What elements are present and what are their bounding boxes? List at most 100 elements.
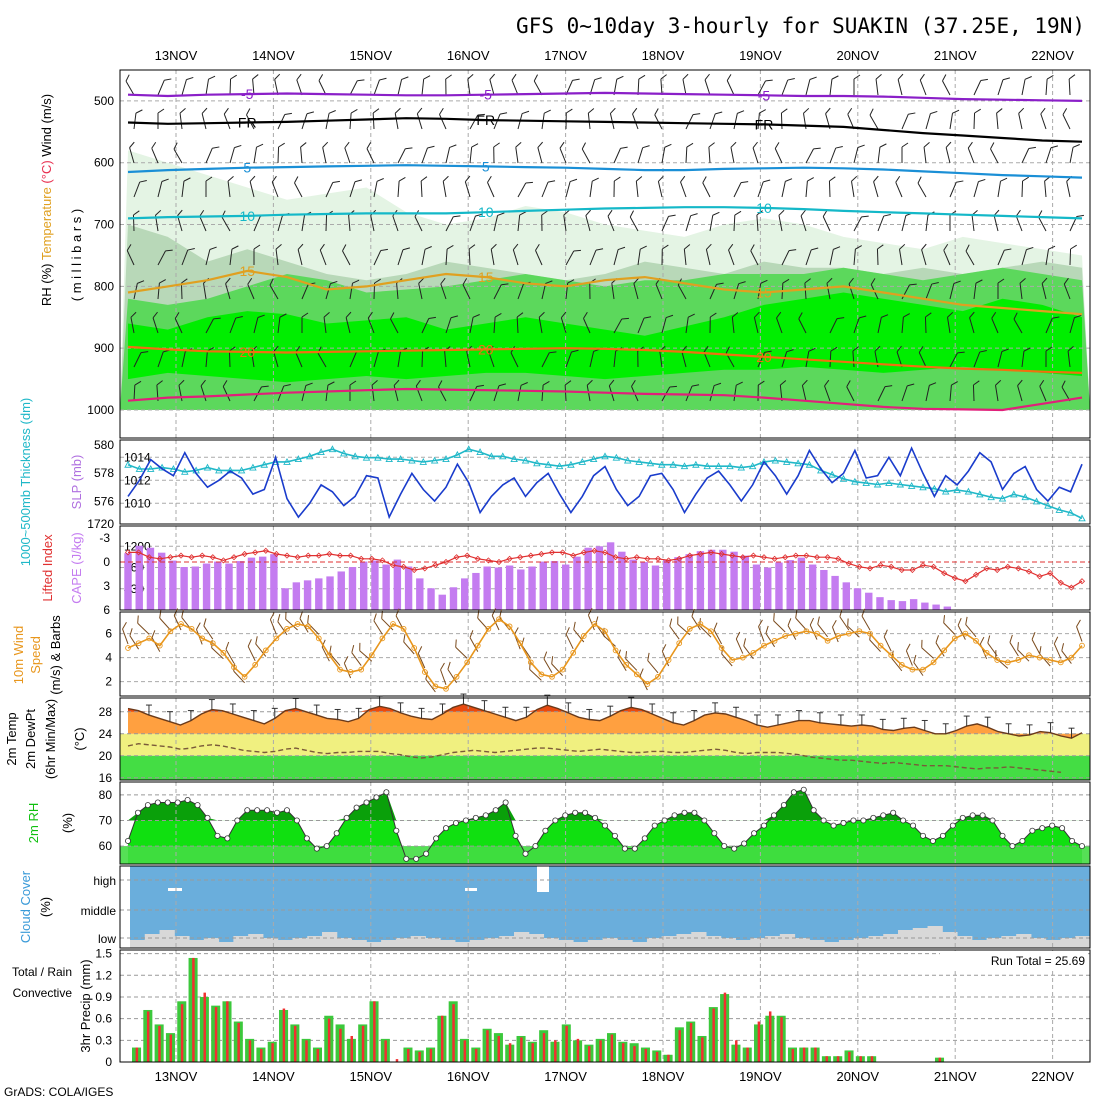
li-marker <box>273 550 280 558</box>
wind-barb <box>493 212 505 232</box>
wind-barb-flag <box>802 379 808 386</box>
wind-barb-flag <box>349 380 357 386</box>
wind-barb-shaft <box>229 147 235 164</box>
wind-speed-line-marker <box>178 621 184 627</box>
surface-barb <box>965 616 977 638</box>
wind-barb-flag <box>453 215 461 218</box>
wind-barb-flag <box>549 351 557 354</box>
date-label-bottom: 18NOV <box>642 1069 685 1084</box>
wind-barb-shaft <box>487 182 495 198</box>
wind-barb-shaft <box>200 385 207 402</box>
wind-barb-flag <box>342 244 347 252</box>
surface-barb <box>417 646 426 669</box>
thickness-line-marker <box>578 457 587 465</box>
wind-barb <box>421 316 436 334</box>
rh-marker <box>681 809 688 816</box>
wind-barb-shaft <box>467 79 471 96</box>
wind-barb-shaft <box>925 385 930 402</box>
thickness-line-marker <box>430 456 439 464</box>
wind-barb-shaft <box>997 79 1004 96</box>
thickness-line-marker <box>203 463 212 471</box>
wind-barb <box>229 144 242 164</box>
wind-barb-shaft <box>757 181 764 198</box>
wind-barb-shaft <box>535 250 543 266</box>
wind-barb <box>967 141 975 164</box>
wind-barb <box>222 380 231 402</box>
wind-barb-flag <box>327 381 335 386</box>
cape-bar <box>651 565 660 610</box>
wind-barb <box>445 215 461 232</box>
wind-barb-shaft <box>152 317 159 334</box>
low-cloud-step <box>351 940 367 948</box>
wind-barb-shaft <box>805 148 814 164</box>
rh-marker <box>920 832 927 839</box>
wind-barb <box>661 143 672 164</box>
cape-bar <box>752 564 761 610</box>
wind-speed-line-marker <box>771 637 778 644</box>
wind-barb-shaft <box>295 352 303 368</box>
precip-convective-bar <box>214 1007 218 1062</box>
surface-barb <box>669 618 680 640</box>
surface-barb-flag <box>514 627 519 635</box>
thickness-line-marker <box>146 465 155 472</box>
wind-barb <box>253 244 261 265</box>
wind-barb <box>421 246 432 266</box>
wind-barb <box>541 210 548 232</box>
wind-barb-flag <box>212 146 220 149</box>
wind-barb <box>682 73 689 96</box>
rh-marker <box>433 835 440 842</box>
rh-marker <box>462 817 469 824</box>
wind-barb-shaft <box>778 215 783 232</box>
cape-bar <box>371 560 379 610</box>
surface-barb-shaft <box>795 617 807 631</box>
isotherm-label: 5 <box>482 158 490 174</box>
wind-barb <box>349 79 365 96</box>
cape-bar <box>382 564 390 610</box>
precip-convective-bar <box>621 1043 625 1062</box>
li-marker <box>315 552 322 559</box>
rh-marker <box>582 809 589 816</box>
wind-barb-flag <box>681 345 687 352</box>
wind-barb-shaft <box>397 181 400 198</box>
surface-barb-flag <box>625 651 628 659</box>
surface-barb <box>921 639 934 659</box>
wind-barb-shaft <box>181 351 186 368</box>
wind-barb-shaft <box>125 80 135 96</box>
wind-barb-shaft <box>805 79 811 96</box>
wind-barb <box>728 243 735 266</box>
surface-barb <box>661 644 670 667</box>
wind-barb <box>133 109 143 130</box>
wind-speed-line-marker <box>209 640 216 647</box>
surface-barb-shaft <box>817 623 828 638</box>
low-cloud-step <box>203 938 220 948</box>
low-cloud-step <box>425 938 441 948</box>
wind-barb-shaft <box>996 113 999 130</box>
cape-bar <box>359 561 368 610</box>
surface-barb-shaft <box>587 614 595 631</box>
surface-barb-flag <box>809 617 815 626</box>
wind-barb <box>917 176 927 198</box>
wind-barb-flag <box>804 278 811 284</box>
cape-bar <box>550 561 559 610</box>
cape-bar <box>135 545 143 610</box>
surface-barb-shaft <box>137 622 150 635</box>
cloud-gap <box>537 866 549 892</box>
wind-speed-line-marker <box>390 621 396 627</box>
thickness-line-marker <box>873 480 882 488</box>
precip-total-label: Total / Rain <box>12 965 72 979</box>
thickness-line-marker <box>487 452 496 460</box>
rh-marker <box>1079 843 1086 850</box>
wind-barb-shaft <box>943 250 951 266</box>
surface-barb <box>935 635 945 657</box>
rh-marker <box>254 807 261 814</box>
wind-barb-shaft <box>349 80 358 96</box>
low-cloud-step <box>779 934 796 948</box>
surface-barb-shaft <box>285 618 298 631</box>
wind-barb-flag <box>703 345 709 353</box>
wind-barb-flag <box>583 312 588 319</box>
wind-barb <box>205 246 217 266</box>
low-cloud-step <box>233 936 249 948</box>
wind-barb <box>947 311 954 334</box>
rh-marker <box>1059 825 1066 832</box>
wind-barb <box>990 142 999 164</box>
